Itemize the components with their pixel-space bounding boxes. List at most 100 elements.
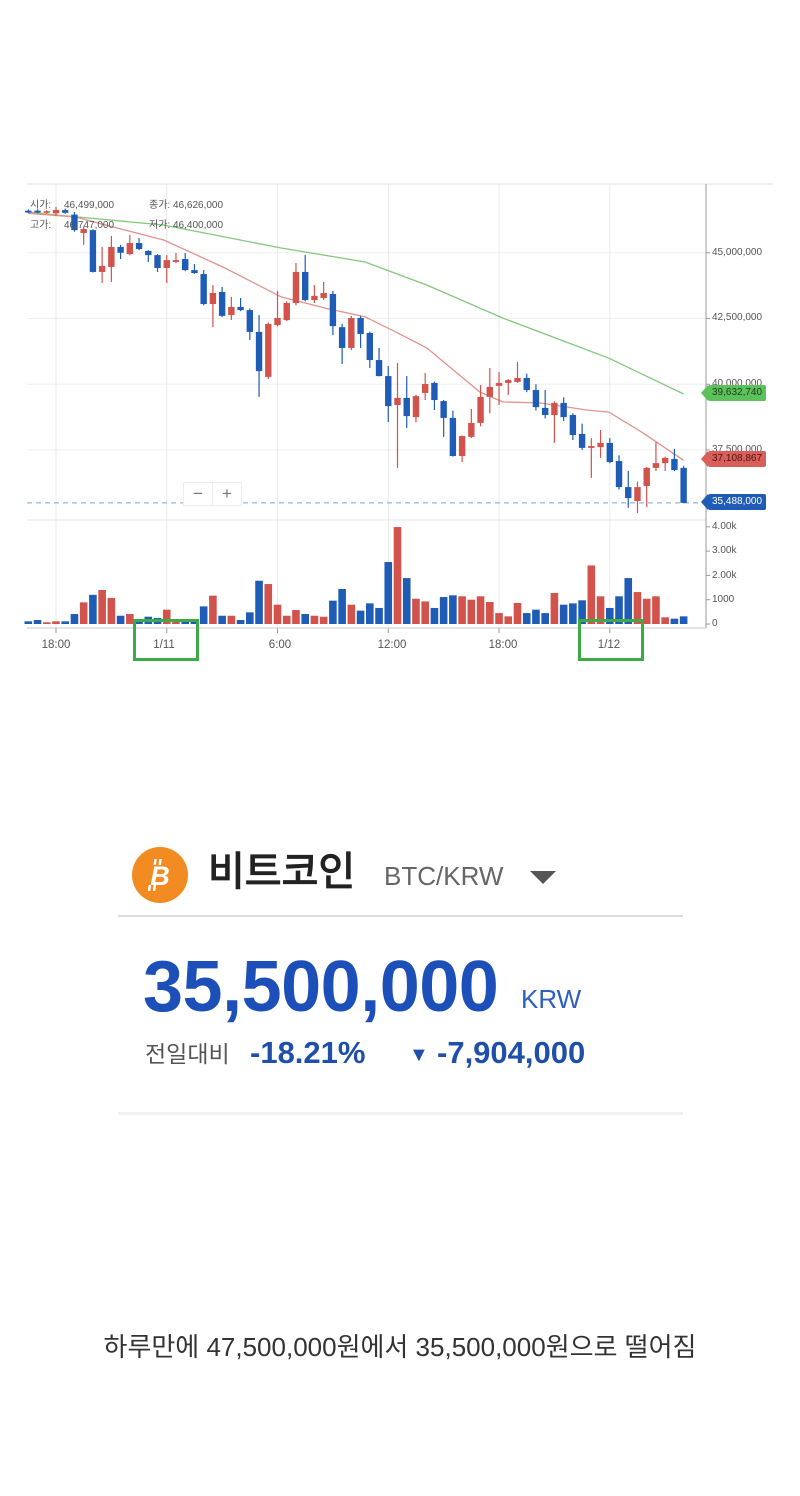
candle-body xyxy=(625,487,632,499)
change-amount: -7,904,000 xyxy=(437,1035,586,1070)
volume-bar xyxy=(61,621,70,624)
candle-body xyxy=(200,274,207,305)
candle-body xyxy=(182,259,189,271)
candle-body xyxy=(375,360,383,377)
chart-canvas[interactable] xyxy=(0,0,800,670)
candle-body xyxy=(505,380,512,383)
candle-body xyxy=(569,415,577,436)
current-price: 35,500,000 xyxy=(143,947,499,1027)
candle-body xyxy=(606,442,613,463)
zoom-in-button[interactable]: + xyxy=(212,483,241,505)
volume-bar xyxy=(679,616,688,624)
candle-body xyxy=(126,243,134,255)
ma-short-line xyxy=(28,212,684,461)
volume-bar xyxy=(79,602,88,624)
candle-body xyxy=(680,467,687,503)
candle-body xyxy=(52,209,60,214)
candle-body xyxy=(218,291,226,316)
candle-body xyxy=(560,402,567,418)
highlight-box-1-12 xyxy=(578,619,644,661)
caption-text: 하루만에 47,500,000원에서 35,500,000원으로 떨어짐 xyxy=(103,1332,697,1362)
candlestick-chart[interactable]: 시가: 46,499,000 종가: 46,626,000 고가: 46,747… xyxy=(0,0,800,670)
svg-text:B: B xyxy=(150,861,170,891)
ohlc-low-label: 저가: xyxy=(149,220,171,231)
ma-long-value-tag: 39,632,740 xyxy=(700,385,767,401)
volume-bar xyxy=(559,604,568,624)
candle-body xyxy=(468,422,475,437)
candle-body xyxy=(209,292,217,305)
volume-bar xyxy=(292,610,300,624)
candle-body xyxy=(514,377,521,382)
volume-bar xyxy=(467,599,476,624)
chevron-down-icon[interactable] xyxy=(530,871,556,884)
volume-bar xyxy=(89,594,97,624)
candle-body xyxy=(117,246,124,253)
volume-bar xyxy=(209,595,217,624)
x-tick: 1/12 xyxy=(597,639,621,651)
volume-bar xyxy=(246,612,254,624)
volume-tick: 3.00k xyxy=(712,545,737,556)
candle-body xyxy=(98,265,106,272)
x-tick: 18:00 xyxy=(41,639,71,651)
x-tick: 18:00 xyxy=(488,639,518,651)
volume-bar xyxy=(384,562,393,624)
volume-bar xyxy=(430,607,439,624)
volume-bar xyxy=(116,615,125,624)
candle-body xyxy=(172,260,180,262)
candle-body xyxy=(357,317,364,335)
volume-bar xyxy=(513,602,522,624)
candle-body xyxy=(421,383,429,393)
candle-body xyxy=(89,230,97,272)
coin-pair: BTC/KRW xyxy=(384,861,504,891)
candle-body xyxy=(228,306,235,316)
volume-bar xyxy=(24,621,33,624)
volume-bar xyxy=(550,593,559,624)
candle-body xyxy=(320,292,327,298)
last-price-tag: 35,488,000 xyxy=(700,494,767,510)
candle-body xyxy=(634,487,641,502)
volume-bar xyxy=(264,584,273,624)
candle-body xyxy=(274,317,281,326)
candle-body xyxy=(108,246,115,267)
candle-body xyxy=(671,458,678,470)
candle-body xyxy=(661,457,669,464)
candle-body xyxy=(265,324,272,377)
x-tick: 1/11 xyxy=(153,639,175,651)
volume-bar xyxy=(347,604,356,624)
volume-bar xyxy=(98,589,106,624)
volume-bar xyxy=(670,618,679,624)
volume-bar xyxy=(356,610,365,624)
volume-bar xyxy=(190,620,199,624)
candle-body xyxy=(348,317,355,348)
volume-bar xyxy=(329,600,337,624)
coin-name: 비트코인 xyxy=(208,850,356,894)
candle-body xyxy=(440,401,447,418)
candle-body xyxy=(495,382,503,386)
ohlc-low-value: 46,400,000 xyxy=(173,220,224,231)
volume-bar xyxy=(624,578,633,624)
volume-bar xyxy=(338,589,346,624)
candle-body xyxy=(43,211,50,213)
candle-body xyxy=(292,271,300,303)
ohlc-high-label: 고가: xyxy=(30,220,52,231)
volume-bar xyxy=(615,596,623,624)
x-tick: 12:00 xyxy=(377,639,407,651)
zoom-out-button[interactable]: − xyxy=(193,484,203,503)
candle-body xyxy=(311,295,318,301)
volume-bar xyxy=(319,616,328,624)
candle-body xyxy=(246,310,254,332)
volume-tick: 4.00k xyxy=(712,521,737,532)
volume-bar xyxy=(402,578,411,624)
volume-bar xyxy=(282,615,291,624)
bitcoin-icon: B xyxy=(132,847,188,903)
candle-body xyxy=(615,461,623,488)
volume-bar xyxy=(486,602,494,624)
change-percent: -18.21% xyxy=(250,1035,366,1070)
volume-bar xyxy=(236,619,245,624)
volume-bar xyxy=(172,620,180,624)
volume-bar xyxy=(652,596,660,624)
candle-body xyxy=(458,436,466,457)
volume-bar xyxy=(70,614,79,624)
candle-body xyxy=(588,446,595,448)
volume-bar xyxy=(421,601,429,624)
